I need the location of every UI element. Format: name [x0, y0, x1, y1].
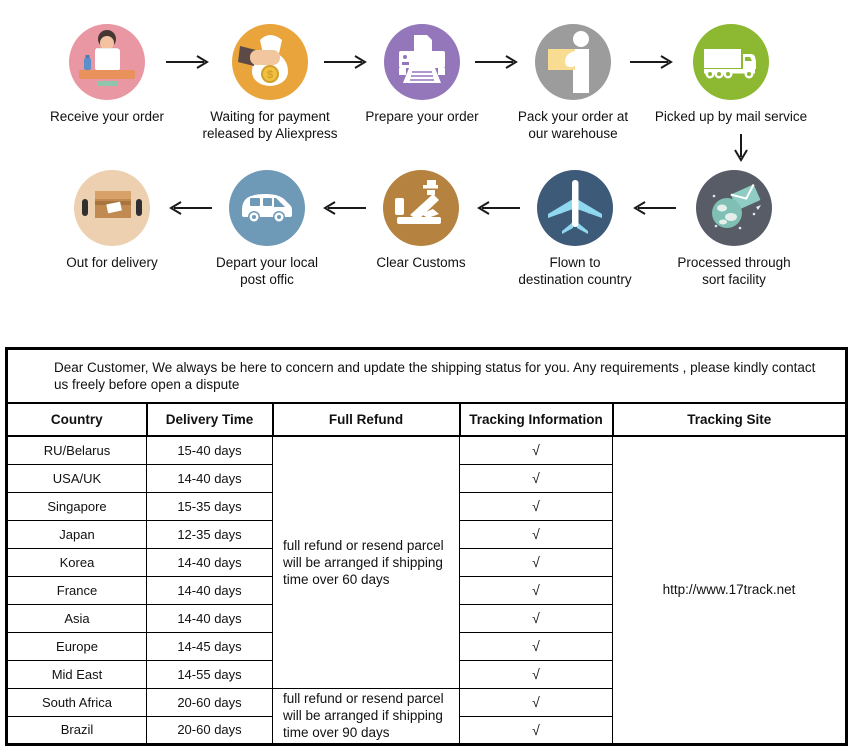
- printer-icon: [384, 24, 460, 100]
- flow-step-label: Waiting for payment released by Aliexpre…: [202, 109, 338, 141]
- tracking-check: √: [459, 491, 613, 521]
- table-row: France 14-40 days √: [6, 575, 847, 605]
- col-header-tracking-information: Tracking Information: [458, 402, 614, 437]
- flow-step-label: Receive your order: [49, 109, 165, 124]
- country-cell: RU/Belarus: [6, 435, 147, 465]
- shipping-table-wrap: Dear Customer, We always be here to conc…: [5, 347, 849, 746]
- mail-truck-icon: [693, 24, 769, 100]
- arrow-down-icon: [734, 134, 748, 162]
- delivery-time-cell: 12-35 days: [146, 519, 273, 549]
- flow-step-flown: Flown to destination country: [490, 170, 660, 288]
- flow-step-out-for-delivery: Out for delivery: [27, 170, 197, 271]
- col-header-tracking-site: Tracking Site: [611, 402, 848, 437]
- refund-policy-60: full refund or resend parcel will be arr…: [272, 435, 460, 689]
- flow-step-label: Out for delivery: [66, 255, 158, 270]
- col-header-delivery-time: Delivery Time: [145, 402, 274, 437]
- notice-row: Dear Customer, We always be here to conc…: [5, 348, 848, 404]
- flow-step-label: Prepare your order: [365, 109, 479, 124]
- tracking-check: √: [459, 519, 613, 549]
- delivery-time-cell: 14-40 days: [146, 463, 273, 493]
- tracking-check: √: [459, 463, 613, 493]
- flow-step-waiting-payment: $ Waiting for payment released by Aliexp…: [185, 24, 355, 142]
- flow-step-label: Picked up by mail service: [654, 109, 808, 124]
- table-row: South Africa 20-60 days full refund or r…: [6, 687, 847, 745]
- tracking-check: √: [459, 631, 613, 661]
- delivery-time-cell: 20-60 days: [146, 687, 273, 717]
- delivery-parcel-icon: [74, 170, 150, 246]
- tracking-site-link: http://www.17track.net: [611, 435, 848, 745]
- col-header-full-refund: Full Refund: [271, 402, 461, 437]
- country-cell: USA/UK: [6, 463, 147, 493]
- tracking-check: √: [459, 659, 613, 689]
- country-cell: Asia: [6, 603, 147, 633]
- pack-warehouse-icon: [535, 24, 611, 100]
- refund-policy-90: full refund or resend parcel will be arr…: [272, 687, 460, 745]
- airplane-icon: [537, 170, 613, 246]
- flow-step-clear-customs: Clear Customs: [336, 170, 506, 271]
- flow-step-depart-post-office: Depart your local post offic: [182, 170, 352, 288]
- table-row: Mid East 14-55 days √: [6, 659, 847, 689]
- arrow-left-icon: [477, 201, 520, 215]
- arrow-right-icon: [324, 55, 367, 69]
- customer-notice: Dear Customer, We always be here to conc…: [5, 348, 848, 404]
- delivery-time-cell: 14-45 days: [146, 631, 273, 661]
- flow-step-pack-order: Pack your order at our warehouse: [488, 24, 658, 142]
- receive-order-icon: [69, 24, 145, 100]
- payment-moneybag-icon: $: [232, 24, 308, 100]
- table-row: Brazil 20-60 days √: [6, 715, 847, 745]
- table-row: Japan 12-35 days √: [6, 519, 847, 549]
- flow-step-processed-sort: Processed through sort facility: [649, 170, 819, 288]
- arrow-right-icon: [166, 55, 209, 69]
- tracking-check: √: [459, 687, 613, 717]
- country-cell: Singapore: [6, 491, 147, 521]
- delivery-time-cell: 14-40 days: [146, 575, 273, 605]
- country-cell: Japan: [6, 519, 147, 549]
- col-header-country: Country: [5, 402, 148, 437]
- arrow-left-icon: [169, 201, 212, 215]
- table-row: Asia 14-40 days √: [6, 603, 847, 633]
- svg-text:$: $: [267, 69, 273, 81]
- delivery-time-cell: 14-40 days: [146, 603, 273, 633]
- country-cell: Korea: [6, 547, 147, 577]
- delivery-time-cell: 14-40 days: [146, 547, 273, 577]
- country-cell: Europe: [6, 631, 147, 661]
- arrow-right-icon: [630, 55, 673, 69]
- flow-step-label: Flown to destination country: [518, 255, 632, 287]
- flow-step-picked-up: Picked up by mail service: [646, 24, 816, 125]
- post-van-icon: [229, 170, 305, 246]
- arrow-left-icon: [633, 201, 676, 215]
- tracking-check: √: [459, 435, 613, 465]
- tracking-check: √: [459, 547, 613, 577]
- country-cell: Brazil: [6, 715, 147, 745]
- shipping-table: Dear Customer, We always be here to conc…: [5, 347, 849, 746]
- delivery-time-cell: 15-35 days: [146, 491, 273, 521]
- flow-step-prepare-order: Prepare your order: [337, 24, 507, 125]
- table-row: Singapore 15-35 days √: [6, 491, 847, 521]
- flow-step-label: Clear Customs: [376, 255, 466, 270]
- delivery-time-cell: 20-60 days: [146, 715, 273, 745]
- tracking-check: √: [459, 575, 613, 605]
- delivery-time-cell: 15-40 days: [146, 435, 273, 465]
- country-cell: France: [6, 575, 147, 605]
- flow-step-label: Pack your order at our warehouse: [517, 109, 629, 141]
- shipping-flow-diagram: Receive your order $ Waiting for payment…: [0, 0, 850, 340]
- table-row: Korea 14-40 days √: [6, 547, 847, 577]
- flow-step-label: Depart your local post offic: [215, 255, 319, 287]
- globe-sort-icon: [696, 170, 772, 246]
- tracking-check: √: [459, 715, 613, 745]
- flow-step-receive-order: Receive your order: [22, 24, 192, 125]
- customs-officer-icon: [383, 170, 459, 246]
- country-cell: Mid East: [6, 659, 147, 689]
- arrow-right-icon: [475, 55, 518, 69]
- table-header-row: Country Delivery Time Full Refund Tracki…: [5, 402, 848, 437]
- table-row: RU/Belarus 15-40 days full refund or res…: [6, 435, 848, 745]
- delivery-time-cell: 14-55 days: [146, 659, 273, 689]
- flow-step-label: Processed through sort facility: [677, 255, 791, 287]
- tracking-check: √: [459, 603, 613, 633]
- arrow-left-icon: [323, 201, 366, 215]
- country-cell: South Africa: [6, 687, 147, 717]
